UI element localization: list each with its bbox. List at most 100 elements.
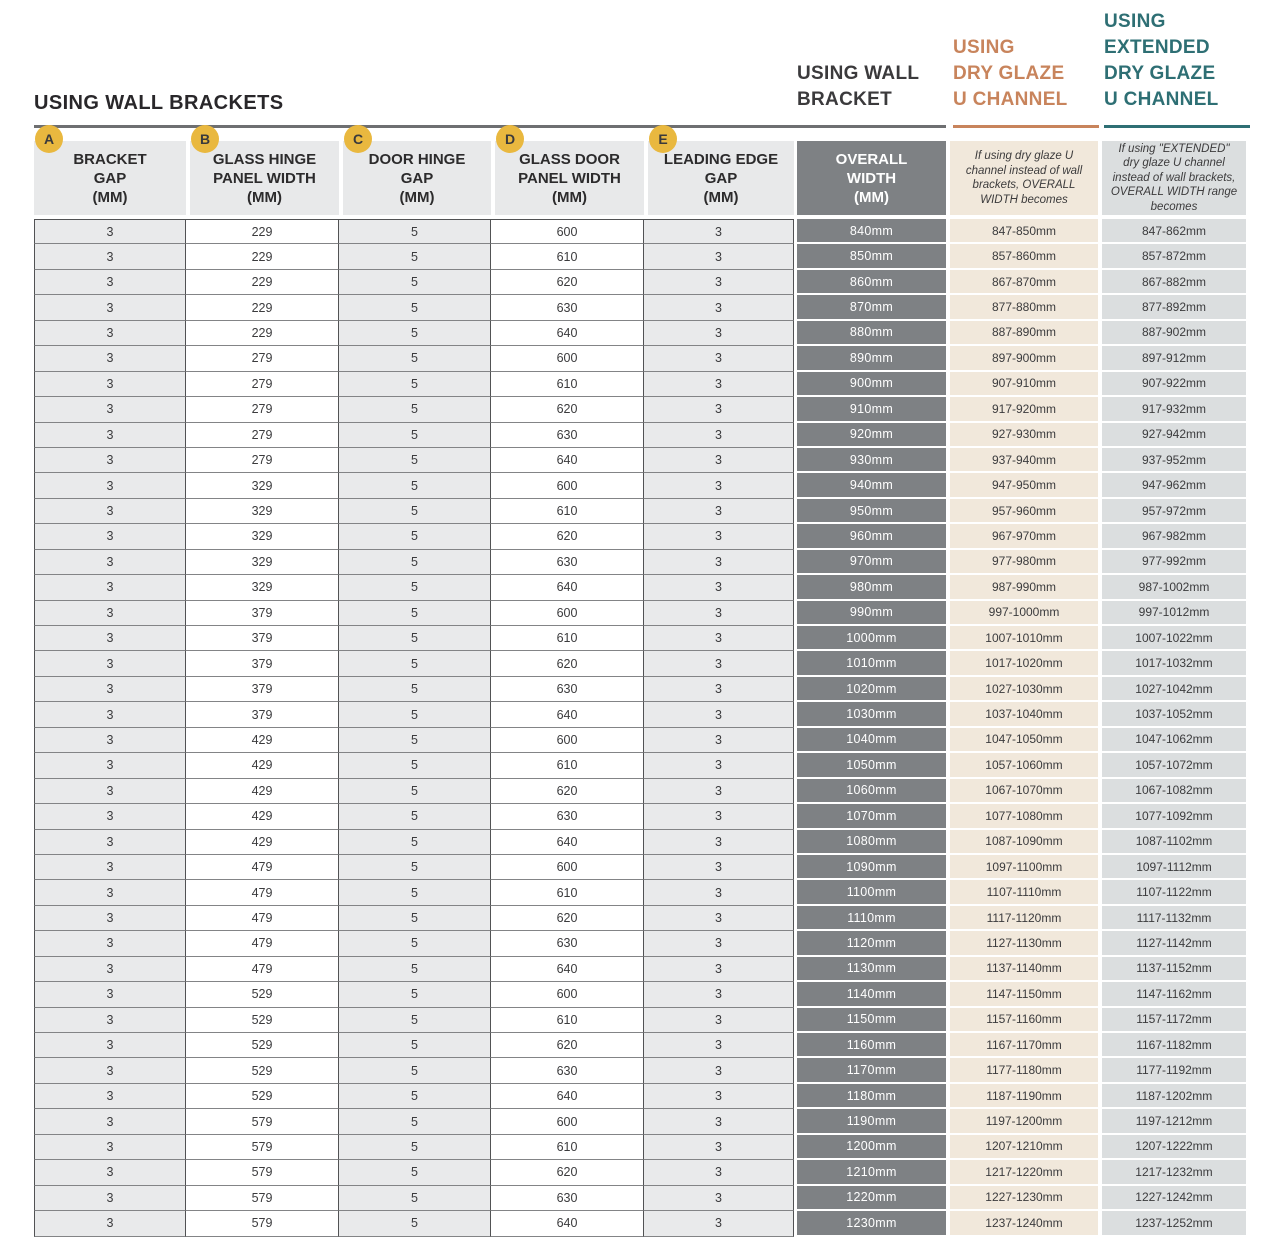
cell-glass-hinge-panel-width: 579 bbox=[186, 1134, 339, 1161]
cell-extended-dry-glaze-width: 887-902mm bbox=[1098, 320, 1246, 347]
cell-extended-dry-glaze-width: 1207-1222mm bbox=[1098, 1134, 1246, 1161]
cell-glass-hinge-panel-width: 479 bbox=[186, 931, 339, 957]
col-header-line: GAP bbox=[400, 169, 434, 187]
cell-leading-edge-gap: 3 bbox=[644, 575, 794, 601]
cell-extended-dry-glaze-width: 1227-1242mm bbox=[1098, 1185, 1246, 1212]
cell-bracket-gap: 3 bbox=[34, 397, 186, 423]
group-heading-line: USING bbox=[1104, 11, 1166, 32]
table-row: 3 329 5 640 3 980mm 987-990mm 987-1002mm bbox=[34, 575, 1246, 601]
cell-glass-hinge-panel-width: 229 bbox=[186, 244, 339, 270]
cell-bracket-gap: 3 bbox=[34, 320, 186, 347]
group-heading-line: DRY GLAZE bbox=[1104, 63, 1216, 84]
cell-door-hinge-gap: 5 bbox=[339, 702, 491, 728]
cell-glass-door-panel-width: 640 bbox=[491, 829, 644, 855]
table-row: 3 429 5 600 3 1040mm 1047-1050mm 1047-1062mm bbox=[34, 727, 1246, 754]
cell-extended-dry-glaze-width: 1167-1182mm bbox=[1098, 1033, 1246, 1059]
cell-glass-door-panel-width: 640 bbox=[491, 320, 644, 347]
cell-overall-width: 920mm bbox=[794, 422, 946, 448]
cell-door-hinge-gap: 5 bbox=[339, 549, 491, 576]
cell-bracket-gap: 3 bbox=[34, 346, 186, 372]
table-row: 3 329 5 600 3 940mm 947-950mm 947-962mm bbox=[34, 473, 1246, 499]
cell-dry-glaze-width: 957-960mm bbox=[946, 498, 1098, 525]
cell-dry-glaze-width: 1107-1110mm bbox=[946, 880, 1098, 906]
cell-glass-hinge-panel-width: 379 bbox=[186, 702, 339, 728]
cell-leading-edge-gap: 3 bbox=[644, 829, 794, 855]
cell-bracket-gap: 3 bbox=[34, 626, 186, 652]
group-heading-line: USING WALL bbox=[797, 63, 920, 84]
col-header-line: PANEL WIDTH bbox=[213, 169, 316, 187]
cell-extended-dry-glaze-width: 1237-1252mm bbox=[1098, 1211, 1246, 1237]
cell-glass-door-panel-width: 600 bbox=[491, 854, 644, 881]
group-heading-line: U CHANNEL bbox=[953, 89, 1068, 110]
cell-door-hinge-gap: 5 bbox=[339, 804, 491, 830]
table-row: 3 379 5 600 3 990mm 997-1000mm 997-1012mm bbox=[34, 600, 1246, 626]
table-row: 3 429 5 610 3 1050mm 1057-1060mm 1057-1072mm bbox=[34, 753, 1246, 779]
cell-leading-edge-gap: 3 bbox=[644, 626, 794, 652]
cell-glass-door-panel-width: 610 bbox=[491, 626, 644, 652]
cell-dry-glaze-width: 1207-1210mm bbox=[946, 1134, 1098, 1161]
cell-overall-width: 850mm bbox=[794, 244, 946, 270]
cell-dry-glaze-width: 1187-1190mm bbox=[946, 1083, 1098, 1110]
cell-bracket-gap: 3 bbox=[34, 244, 186, 270]
cell-dry-glaze-width: 877-880mm bbox=[946, 295, 1098, 321]
cell-bracket-gap: 3 bbox=[34, 1033, 186, 1059]
cell-glass-hinge-panel-width: 329 bbox=[186, 524, 339, 550]
cell-glass-door-panel-width: 640 bbox=[491, 1083, 644, 1110]
cell-overall-width: 1220mm bbox=[794, 1185, 946, 1212]
cell-glass-door-panel-width: 630 bbox=[491, 931, 644, 957]
table-row: 3 579 5 630 3 1220mm 1227-1230mm 1227-1242mm bbox=[34, 1185, 1246, 1212]
cell-glass-door-panel-width: 620 bbox=[491, 651, 644, 677]
table-row: 3 579 5 620 3 1210mm 1217-1220mm 1217-1232mm bbox=[34, 1160, 1246, 1186]
cell-glass-door-panel-width: 630 bbox=[491, 804, 644, 830]
cell-leading-edge-gap: 3 bbox=[644, 956, 794, 983]
col-header-note: If using dry glaze U channel instead of … bbox=[965, 150, 1083, 206]
cell-glass-door-panel-width: 610 bbox=[491, 880, 644, 906]
cell-extended-dry-glaze-width: 937-952mm bbox=[1098, 447, 1246, 474]
cell-overall-width: 1090mm bbox=[794, 854, 946, 881]
col-header-line: (MM) bbox=[854, 188, 889, 206]
table-row: 3 279 5 620 3 910mm 917-920mm 917-932mm bbox=[34, 397, 1246, 423]
col-header-dry-glaze-note: If using dry glaze U channel instead of … bbox=[946, 141, 1098, 215]
cell-glass-hinge-panel-width: 479 bbox=[186, 854, 339, 881]
cell-extended-dry-glaze-width: 1077-1092mm bbox=[1098, 804, 1246, 830]
cell-leading-edge-gap: 3 bbox=[644, 371, 794, 398]
cell-door-hinge-gap: 5 bbox=[339, 1033, 491, 1059]
col-header-extended-glaze-note: If using "EXTENDED" dry glaze U channel … bbox=[1098, 141, 1246, 215]
cell-glass-door-panel-width: 620 bbox=[491, 1033, 644, 1059]
cell-door-hinge-gap: 5 bbox=[339, 753, 491, 779]
divider-extended-glaze bbox=[1104, 125, 1250, 128]
cell-glass-door-panel-width: 600 bbox=[491, 219, 644, 245]
sizing-table: A BRACKET GAP (MM) B GLASS HINGE PANEL W… bbox=[34, 125, 1246, 1237]
cell-leading-edge-gap: 3 bbox=[644, 498, 794, 525]
cell-glass-door-panel-width: 610 bbox=[491, 371, 644, 398]
cell-bracket-gap: 3 bbox=[34, 1007, 186, 1033]
table-row: 3 279 5 610 3 900mm 907-910mm 907-922mm bbox=[34, 371, 1246, 398]
cell-dry-glaze-width: 997-1000mm bbox=[946, 600, 1098, 626]
cell-door-hinge-gap: 5 bbox=[339, 473, 491, 499]
cell-extended-dry-glaze-width: 1027-1042mm bbox=[1098, 676, 1246, 703]
cell-dry-glaze-width: 857-860mm bbox=[946, 244, 1098, 270]
cell-leading-edge-gap: 3 bbox=[644, 269, 794, 296]
table-row: 3 429 5 620 3 1060mm 1067-1070mm 1067-1082mm bbox=[34, 778, 1246, 805]
cell-overall-width: 1200mm bbox=[794, 1134, 946, 1161]
cell-door-hinge-gap: 5 bbox=[339, 1083, 491, 1110]
cell-overall-width: 1000mm bbox=[794, 626, 946, 652]
badge-e: E bbox=[649, 125, 677, 153]
cell-bracket-gap: 3 bbox=[34, 982, 186, 1008]
table-row: 3 529 5 630 3 1170mm 1177-1180mm 1177-1192mm bbox=[34, 1058, 1246, 1084]
divider-dry-glaze bbox=[953, 125, 1099, 128]
col-header-glass-hinge-panel-width: B GLASS HINGE PANEL WIDTH (MM) bbox=[186, 125, 339, 215]
col-header-glass-door-panel-width: D GLASS DOOR PANEL WIDTH (MM) bbox=[491, 125, 644, 215]
cell-glass-hinge-panel-width: 579 bbox=[186, 1211, 339, 1237]
cell-extended-dry-glaze-width: 1057-1072mm bbox=[1098, 753, 1246, 779]
col-header-leading-edge-gap: E LEADING EDGE GAP (MM) bbox=[644, 125, 794, 215]
cell-overall-width: 980mm bbox=[794, 575, 946, 601]
cell-glass-hinge-panel-width: 529 bbox=[186, 1058, 339, 1084]
cell-extended-dry-glaze-width: 1197-1212mm bbox=[1098, 1109, 1246, 1135]
cell-bracket-gap: 3 bbox=[34, 1058, 186, 1084]
col-header-door-hinge-gap: C DOOR HINGE GAP (MM) bbox=[339, 125, 491, 215]
cell-overall-width: 1060mm bbox=[794, 778, 946, 805]
col-header-line: (MM) bbox=[399, 188, 435, 206]
cell-overall-width: 860mm bbox=[794, 269, 946, 296]
cell-glass-hinge-panel-width: 379 bbox=[186, 651, 339, 677]
